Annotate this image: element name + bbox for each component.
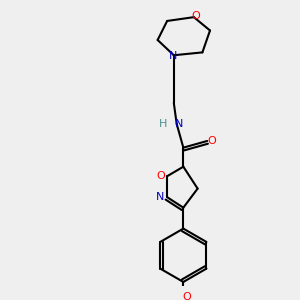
Text: H: H xyxy=(159,119,167,129)
Text: O: O xyxy=(156,171,165,181)
Text: O: O xyxy=(191,11,200,21)
Text: N: N xyxy=(156,192,165,202)
Text: O: O xyxy=(208,136,216,146)
Text: N: N xyxy=(175,119,183,129)
Text: N: N xyxy=(169,51,177,61)
Text: O: O xyxy=(183,292,191,300)
